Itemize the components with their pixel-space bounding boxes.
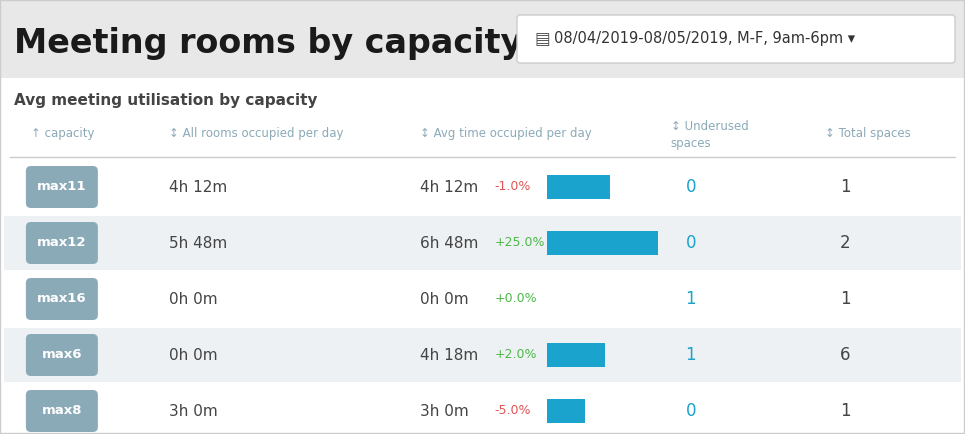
FancyBboxPatch shape bbox=[26, 334, 97, 376]
Text: 0: 0 bbox=[685, 178, 696, 196]
Text: 0h 0m: 0h 0m bbox=[420, 292, 468, 306]
Text: 1: 1 bbox=[685, 346, 696, 364]
Text: max8: max8 bbox=[41, 404, 82, 418]
Text: 6h 48m: 6h 48m bbox=[420, 236, 478, 250]
FancyBboxPatch shape bbox=[26, 222, 97, 264]
Text: max12: max12 bbox=[37, 237, 87, 250]
Text: 3h 0m: 3h 0m bbox=[420, 404, 469, 418]
Text: Meeting rooms by capacity: Meeting rooms by capacity bbox=[14, 27, 522, 60]
Bar bbox=[4, 384, 961, 434]
Text: max6: max6 bbox=[41, 349, 82, 362]
Bar bbox=[547, 175, 610, 199]
Bar bbox=[4, 160, 961, 214]
Text: 0h 0m: 0h 0m bbox=[169, 292, 217, 306]
Bar bbox=[4, 272, 961, 326]
Text: +0.0%: +0.0% bbox=[495, 293, 538, 306]
Bar bbox=[4, 216, 961, 270]
Text: ↕ Underused: ↕ Underused bbox=[671, 121, 749, 134]
Text: 1: 1 bbox=[840, 402, 850, 420]
Text: spaces: spaces bbox=[671, 137, 711, 149]
Text: 1: 1 bbox=[840, 290, 850, 308]
FancyBboxPatch shape bbox=[517, 15, 955, 63]
Text: 6: 6 bbox=[840, 346, 850, 364]
Text: 4h 12m: 4h 12m bbox=[420, 180, 478, 194]
Text: 1: 1 bbox=[685, 290, 696, 308]
Text: ↕ Avg time occupied per day: ↕ Avg time occupied per day bbox=[420, 126, 592, 139]
Text: -5.0%: -5.0% bbox=[495, 404, 532, 418]
Text: ▤: ▤ bbox=[534, 30, 550, 48]
Text: 0: 0 bbox=[685, 234, 696, 252]
Text: ↕ Total spaces: ↕ Total spaces bbox=[825, 126, 911, 139]
Text: Avg meeting utilisation by capacity: Avg meeting utilisation by capacity bbox=[14, 92, 317, 108]
Text: +25.0%: +25.0% bbox=[495, 237, 545, 250]
Text: 1: 1 bbox=[840, 178, 850, 196]
Bar bbox=[547, 343, 605, 367]
Text: max11: max11 bbox=[37, 181, 87, 194]
FancyBboxPatch shape bbox=[26, 390, 97, 432]
Text: ↑ capacity: ↑ capacity bbox=[31, 126, 95, 139]
Text: -1.0%: -1.0% bbox=[495, 181, 531, 194]
Bar bbox=[0, 0, 965, 78]
Bar bbox=[547, 399, 586, 423]
FancyBboxPatch shape bbox=[26, 278, 97, 320]
Text: 2: 2 bbox=[840, 234, 850, 252]
Text: ↕ All rooms occupied per day: ↕ All rooms occupied per day bbox=[169, 126, 344, 139]
Text: 4h 18m: 4h 18m bbox=[420, 348, 478, 362]
Text: max16: max16 bbox=[37, 293, 87, 306]
Text: 5h 48m: 5h 48m bbox=[169, 236, 227, 250]
FancyBboxPatch shape bbox=[26, 166, 97, 208]
Bar bbox=[547, 231, 658, 255]
Bar bbox=[0, 78, 965, 434]
Text: 0: 0 bbox=[685, 402, 696, 420]
Text: 3h 0m: 3h 0m bbox=[169, 404, 218, 418]
Bar bbox=[4, 328, 961, 382]
Text: 0h 0m: 0h 0m bbox=[169, 348, 217, 362]
Text: 4h 12m: 4h 12m bbox=[169, 180, 227, 194]
Text: +2.0%: +2.0% bbox=[495, 349, 538, 362]
Text: 08/04/2019-08/05/2019, M-F, 9am-6pm ▾: 08/04/2019-08/05/2019, M-F, 9am-6pm ▾ bbox=[554, 32, 855, 46]
